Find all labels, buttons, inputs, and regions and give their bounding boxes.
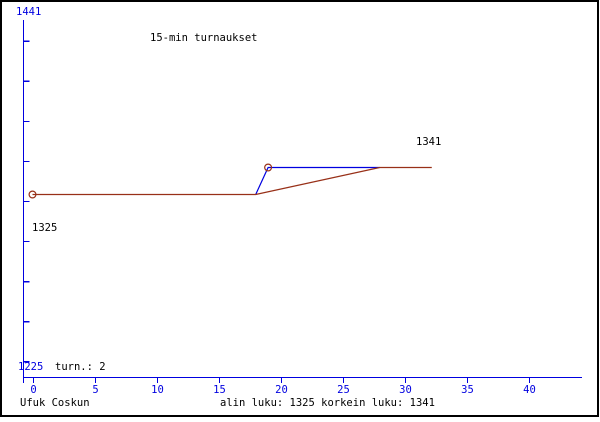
series-rating-trend [32, 166, 432, 196]
x-tick-label: 0 [30, 384, 37, 396]
y-axis-max-label: 1441 [16, 6, 42, 18]
x-tick-label: 10 [151, 384, 164, 396]
player-name: Ufuk Coskun [20, 397, 90, 409]
tournament-count-label: turn.: 2 [55, 361, 106, 373]
x-tick-label: 35 [461, 384, 474, 396]
series-rating-progression [255, 166, 380, 195]
x-tick-label: 30 [399, 384, 412, 396]
x-tick-label: 20 [275, 384, 288, 396]
x-tick-label: 5 [92, 384, 99, 396]
x-tick-label: 25 [337, 384, 350, 396]
y-axis-min-label: 1225 [18, 361, 44, 373]
axes [22, 20, 582, 383]
rating-stats: alin luku: 1325 korkein luku: 1341 [220, 397, 435, 409]
tournament-points [28, 190, 37, 199]
tournament-points [264, 163, 273, 172]
x-tick-label: 40 [523, 384, 536, 396]
chart-title: 15-min turnaukset [150, 32, 258, 44]
low-rating-point-label: 1325 [32, 222, 58, 234]
high-rating-point-label: 1341 [416, 136, 442, 148]
x-tick-label: 15 [213, 384, 226, 396]
